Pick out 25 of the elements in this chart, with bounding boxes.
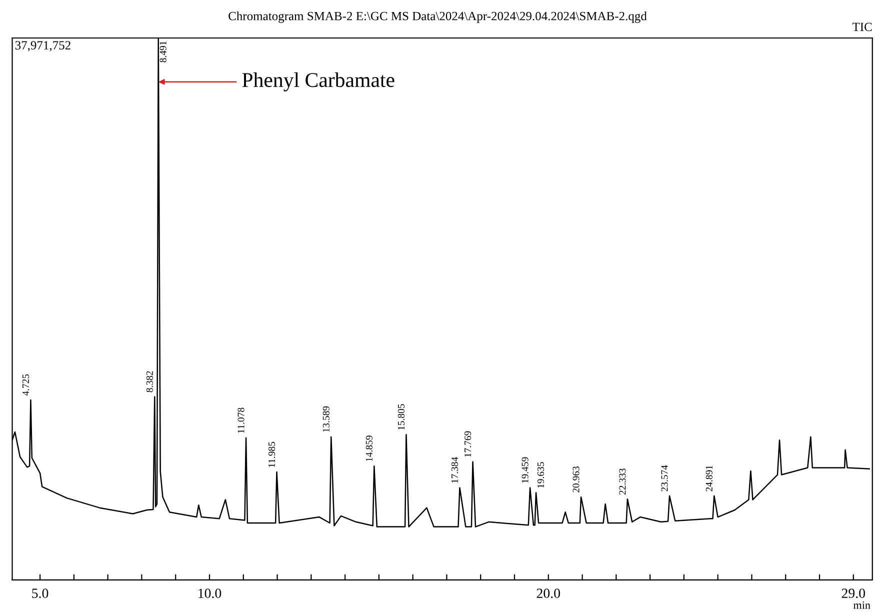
annotation: 19.459 (522, 457, 528, 483)
x-tick-label: 5.0 (32, 588, 48, 598)
x-axis-title: min (853, 601, 870, 609)
annotation: 19.635 (537, 462, 544, 488)
annotation: 15.805 (398, 404, 405, 430)
annotation: 37,971,752 (15, 41, 70, 52)
annotation: 22.333 (619, 468, 626, 495)
x-tick-label: 10.0 (198, 588, 222, 598)
annotation: 8.382 (146, 371, 153, 392)
annotation: 13.589 (322, 406, 330, 432)
annotation: 17.769 (464, 431, 472, 457)
x-tick-label: 20.0 (536, 588, 560, 598)
annotation: 11.078 (238, 408, 244, 433)
annotation: 14.859 (366, 436, 372, 462)
x-tick-label: 29.0 (842, 588, 866, 598)
annotation: 24.891 (706, 466, 712, 492)
annotation: 8.491 (160, 41, 166, 62)
annotation: Phenyl Carbamate (242, 72, 394, 92)
annotation: 20.963 (572, 466, 580, 492)
annotation: 11.985 (268, 442, 276, 468)
annotation: 4.725 (22, 374, 30, 396)
annotation: 17.384 (451, 457, 458, 483)
chart-title: Chromatogram SMAB-2 E:\GC MS Data\2024\Apr-2024\29.04.2024\SMAB-2.qgd (228, 11, 647, 23)
annotation: 23.574 (661, 465, 668, 492)
text: TIC (852, 22, 872, 32)
